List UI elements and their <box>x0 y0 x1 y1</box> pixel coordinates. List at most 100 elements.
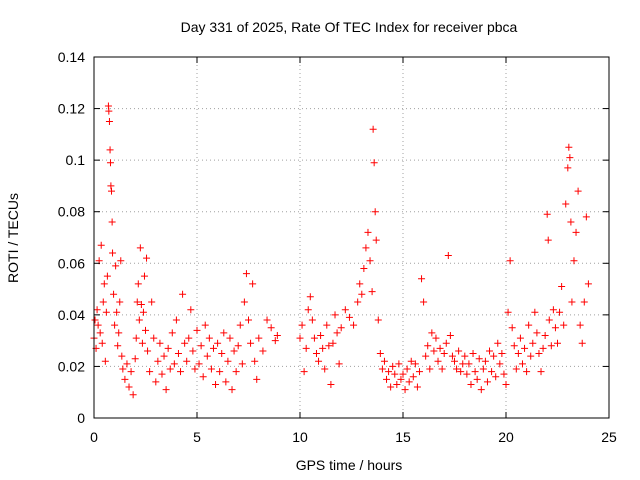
data-point <box>539 344 547 352</box>
data-point <box>442 339 450 347</box>
data-point <box>335 360 343 368</box>
data-point <box>162 386 170 394</box>
data-point <box>360 264 368 272</box>
data-point <box>389 362 397 370</box>
y-axis-label: ROTI / TECUs <box>5 193 21 283</box>
y-tick-label: 0.12 <box>58 101 85 117</box>
data-point <box>234 342 242 350</box>
data-point <box>582 213 590 221</box>
data-point <box>422 352 430 360</box>
data-point <box>106 146 114 154</box>
data-point <box>308 316 316 324</box>
data-point <box>510 342 518 350</box>
data-point <box>271 337 279 345</box>
data-point <box>547 342 555 350</box>
data-point <box>177 368 185 376</box>
data-point <box>403 365 411 373</box>
data-point <box>444 252 452 260</box>
data-point <box>455 347 463 355</box>
data-point <box>249 280 257 288</box>
data-point <box>201 321 209 329</box>
data-point <box>113 308 121 316</box>
data-point <box>565 143 573 151</box>
data-point <box>232 368 240 376</box>
y-tick-label: 0.14 <box>58 49 85 65</box>
x-tick-label: 10 <box>292 429 308 445</box>
chart-title: Day 331 of 2025, Rate Of TEC Index for r… <box>181 19 518 35</box>
data-point <box>512 365 520 373</box>
data-point <box>121 375 129 383</box>
data-point <box>562 200 570 208</box>
data-point <box>531 308 539 316</box>
data-point <box>477 386 485 394</box>
data-point <box>296 334 304 342</box>
data-point <box>453 365 461 373</box>
data-point <box>111 321 119 329</box>
data-point <box>572 228 580 236</box>
data-point <box>197 342 205 350</box>
data-point <box>255 334 263 342</box>
data-point <box>584 280 592 288</box>
x-tick-label: 15 <box>395 429 411 445</box>
data-point <box>527 352 535 360</box>
data-point <box>424 342 432 350</box>
data-point <box>240 298 248 306</box>
data-point <box>448 352 456 360</box>
data-point <box>135 316 143 324</box>
data-point <box>203 352 211 360</box>
data-point <box>479 365 487 373</box>
data-point <box>387 383 395 391</box>
data-point <box>533 329 541 337</box>
data-point <box>207 365 215 373</box>
data-point <box>110 290 118 298</box>
data-point <box>473 375 481 383</box>
data-point <box>132 334 140 342</box>
data-point <box>337 324 345 332</box>
data-point <box>541 331 549 339</box>
data-point <box>181 339 189 347</box>
data-point <box>564 164 572 172</box>
data-point <box>378 365 386 373</box>
data-point <box>267 324 275 332</box>
data-point <box>457 368 465 376</box>
data-point <box>486 347 494 355</box>
data-point <box>218 350 226 358</box>
data-point <box>426 365 434 373</box>
data-point <box>438 365 446 373</box>
data-point <box>298 321 306 329</box>
data-point <box>504 308 512 316</box>
data-point <box>502 380 510 388</box>
data-point <box>325 342 333 350</box>
data-point <box>413 383 421 391</box>
data-point <box>138 339 146 347</box>
data-point <box>125 383 133 391</box>
data-point <box>537 368 545 376</box>
data-point <box>96 329 104 337</box>
data-point <box>179 290 187 298</box>
y-tick-label: 0.1 <box>66 152 86 168</box>
data-point <box>91 316 99 324</box>
y-tick-label: 0 <box>77 410 85 426</box>
data-point <box>315 357 323 365</box>
data-point <box>516 334 524 342</box>
data-point <box>259 347 267 355</box>
data-point <box>514 350 522 358</box>
data-point <box>143 254 151 262</box>
data-point <box>144 347 152 355</box>
data-point <box>222 378 230 386</box>
data-point <box>317 331 325 339</box>
data-point <box>436 344 444 352</box>
data-points <box>90 102 592 399</box>
y-tick-label: 0.08 <box>58 204 85 220</box>
data-point <box>226 334 234 342</box>
data-point <box>185 334 193 342</box>
data-point <box>154 357 162 365</box>
data-point <box>350 321 358 329</box>
data-point <box>409 373 417 381</box>
data-point <box>94 321 102 329</box>
data-point <box>490 352 498 360</box>
data-point <box>432 334 440 342</box>
data-point <box>397 375 405 383</box>
data-point <box>345 313 353 321</box>
